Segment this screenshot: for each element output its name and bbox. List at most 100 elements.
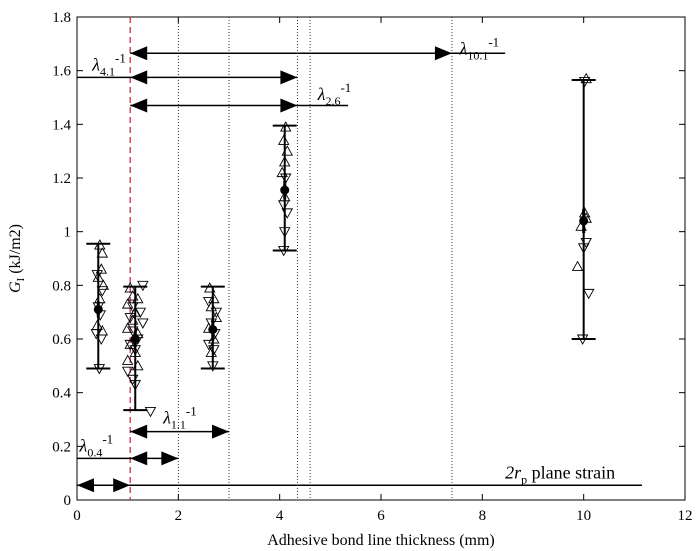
measurement-down-triangle: [202, 339, 215, 351]
measurement-up-triangle: [97, 279, 110, 290]
measurement-up-triangle: [124, 282, 136, 293]
measurement-up-triangle: [129, 346, 142, 357]
arrow-head: [130, 46, 148, 61]
measurement-up-triangle: [94, 292, 106, 304]
mean-point: [579, 216, 589, 226]
data-group: [272, 121, 297, 257]
arrow-head: [130, 98, 148, 113]
measurement-down-triangle: [124, 313, 136, 324]
arrow-label: λ0.4-1: [79, 432, 114, 460]
x-tick-label: 4: [276, 508, 284, 524]
arrow-head: [77, 478, 94, 493]
data-groups: [86, 72, 596, 418]
measurement-up-triangle: [121, 322, 134, 333]
y-tick-label: 1.4: [52, 117, 71, 133]
measurement-up-triangle: [95, 263, 108, 274]
x-tick-label: 10: [576, 508, 591, 524]
measurement-up-triangle: [121, 354, 134, 365]
measurement-down-triangle: [208, 345, 220, 356]
mean-point: [280, 185, 290, 195]
arrow-head: [130, 70, 148, 85]
measurement-down-triangle: [91, 270, 104, 281]
measurement-up-triangle: [281, 145, 294, 156]
measurement-down-triangle: [126, 374, 139, 386]
plot-area: 0 2 4 6 8 10 12 0 0.2 0.4 0.6 0.8 1 1.2 1.4 1.6 1.8 λ10.…: [52, 10, 692, 524]
measurement-up-triangle: [132, 359, 144, 371]
measurement-down-triangle: [210, 307, 223, 319]
arrow-label: λ1.1-1: [162, 404, 197, 432]
measurement-down-triangle: [95, 334, 108, 345]
length-scale-arrow: λ10.1-1: [130, 35, 506, 63]
measurement-up-triangle: [277, 134, 290, 145]
arrow-head: [130, 451, 148, 466]
length-scale-arrow: λ0.4-1: [77, 432, 179, 466]
measurement-up-triangle: [208, 292, 220, 304]
measurement-down-triangle: [93, 364, 106, 375]
measurement-up-triangle: [203, 282, 216, 293]
arrow-head: [161, 451, 179, 466]
measurement-down-triangle: [207, 361, 219, 372]
measurement-up-triangle: [96, 247, 109, 258]
measurement-up-triangle: [126, 290, 139, 301]
measurement-down-triangle: [277, 200, 290, 211]
arrow-head: [280, 98, 298, 113]
x-tick-label: 0: [73, 508, 81, 524]
x-axis-label: Adhesive bond line thickness (mm): [267, 532, 495, 549]
y-axis-label: GI (kJ/m2): [7, 224, 27, 293]
x-tick-label: 8: [479, 508, 487, 524]
measurement-up-triangle: [278, 155, 291, 167]
measurement-down-triangle: [202, 296, 215, 308]
measurement-up-triangle: [126, 314, 139, 325]
arrow-head: [212, 424, 229, 439]
plot-frame: [76, 16, 686, 501]
arrow-head: [130, 424, 148, 439]
measurement-up-triangle: [279, 121, 292, 132]
measurement-up-triangle: [205, 346, 218, 357]
measurement-down-triangle: [90, 329, 103, 340]
measurement-up-triangle: [94, 239, 106, 250]
length-scale-arrow: 2rp plane strain: [77, 463, 642, 493]
arrow-label: λ2.6-1: [317, 80, 352, 108]
measurement-down-triangle: [281, 208, 294, 219]
measurement-down-triangle: [144, 407, 157, 418]
measurement-up-triangle: [121, 298, 134, 309]
measurement-down-triangle: [96, 286, 109, 297]
y-tick-label: 0.4: [52, 386, 71, 402]
measurement-down-triangle: [126, 302, 139, 313]
arrow-head: [280, 70, 298, 85]
y-tick-label: 1.6: [52, 64, 71, 80]
measurement-down-triangle: [278, 227, 291, 238]
data-group: [121, 280, 157, 418]
measurement-down-triangle: [582, 288, 595, 300]
data-group: [86, 239, 111, 375]
measurement-down-triangle: [134, 307, 147, 319]
length-scale-arrows: λ10.1-1 λ4.1-1 λ2.6-1 λ1.1-1 λ0.4-1 2rp plane…: [77, 35, 642, 493]
measurement-down-triangle: [580, 237, 592, 249]
arrow-head: [113, 478, 131, 493]
x-tick-label: 6: [377, 508, 385, 524]
measurement-down-triangle: [137, 280, 149, 292]
y-tick-label: 1.8: [52, 10, 71, 26]
length-scale-arrow: λ1.1-1: [130, 404, 229, 439]
measurement-up-triangle: [124, 338, 136, 349]
mean-point: [208, 325, 218, 335]
y-tick-label: 1.2: [52, 171, 71, 187]
data-group: [200, 282, 225, 372]
measurement-up-triangle: [580, 72, 592, 84]
measurement-down-triangle: [277, 245, 290, 257]
y-tick-label: 0.8: [52, 278, 71, 294]
reference-lines: [129, 17, 453, 500]
measurement-down-triangle: [124, 339, 136, 351]
arrow-head: [434, 46, 452, 61]
length-scale-arrow: λ2.6-1: [130, 80, 352, 113]
length-scale-arrow: λ4.1-1: [77, 51, 298, 85]
measurement-down-triangle: [279, 173, 292, 184]
x-tick-label: 2: [175, 508, 183, 524]
mean-point: [130, 334, 140, 344]
measurement-up-triangle: [210, 311, 223, 322]
y-tick-label: 0: [64, 493, 72, 509]
measurement-down-triangle: [129, 380, 142, 391]
arrow-label: λ10.1-1: [459, 35, 500, 63]
measurement-down-triangle: [576, 334, 589, 345]
